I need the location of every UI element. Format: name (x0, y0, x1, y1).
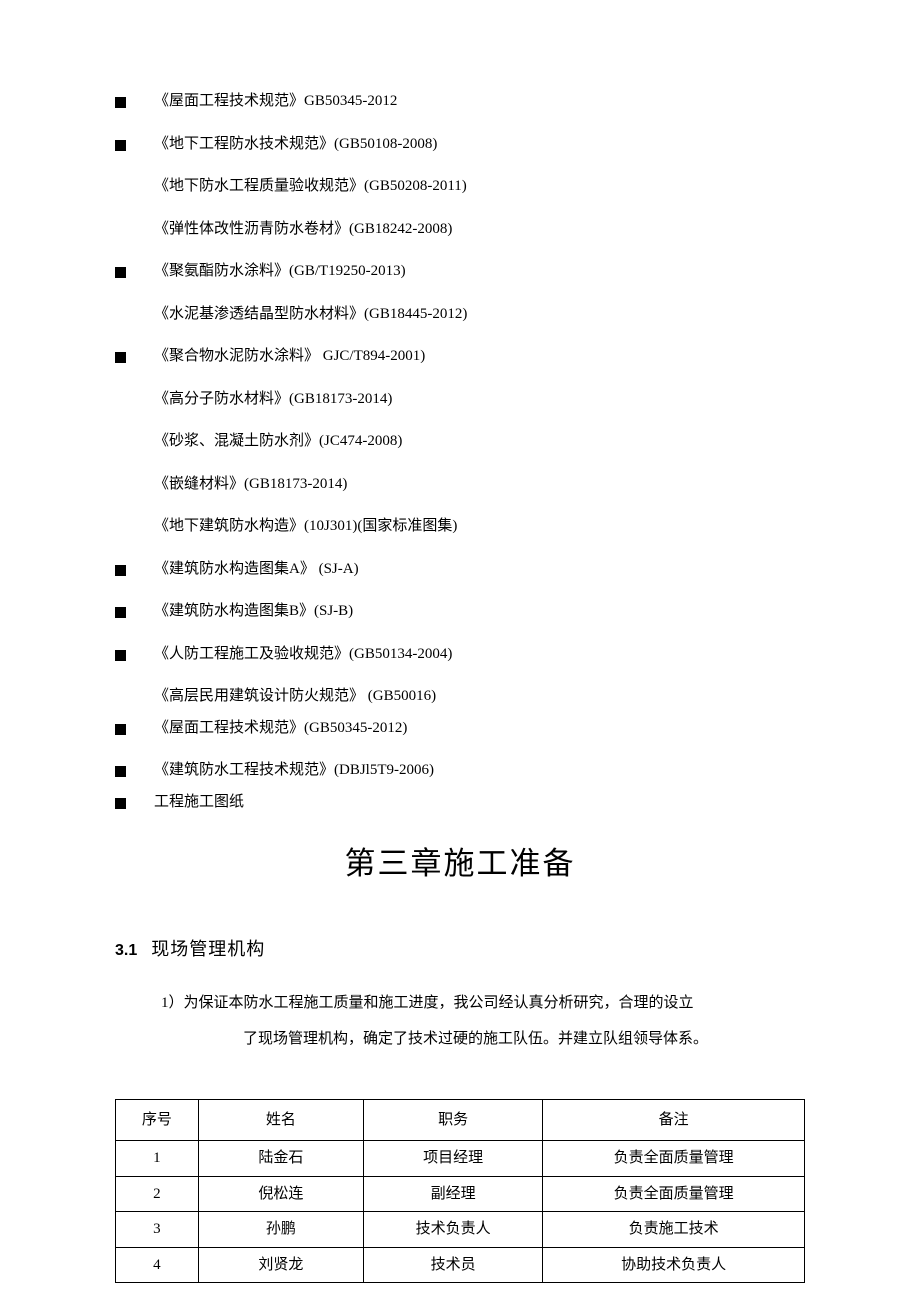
list-item: 《聚合物水泥防水涂料》 GJC/T894-2001) (115, 345, 805, 368)
square-bullet-icon (115, 650, 126, 661)
table-cell: 协助技术负责人 (543, 1247, 805, 1283)
table-cell: 倪松连 (198, 1176, 363, 1212)
list-item: 《人防工程施工及验收规范》(GB50134-2004) (115, 643, 805, 666)
list-item-text: 《聚合物水泥防水涂料》 GJC/T894-2001) (154, 345, 805, 368)
list-item: 《地下工程防水技术规范》(GB50108-2008) (115, 133, 805, 156)
list-item-text: 《弹性体改性沥青防水卷材》(GB18242-2008) (154, 218, 805, 241)
list-item: 《屋面工程技术规范》(GB50345-2012) (115, 717, 805, 740)
table-cell: 技术负责人 (364, 1212, 543, 1248)
table-header-row: 序号 姓名 职务 备注 (116, 1099, 805, 1141)
list-item-text: 《建筑防水工程技术规范》(DBJl5T9-2006) (154, 759, 805, 782)
square-bullet-icon (115, 140, 126, 151)
table-header: 序号 (116, 1099, 199, 1141)
list-item: 《建筑防水构造图集B》(SJ-B) (115, 600, 805, 623)
standards-list: 《屋面工程技术规范》GB50345-2012 《地下工程防水技术规范》(GB501… (115, 90, 805, 813)
table-row: 3孙鹏技术负责人负责施工技术 (116, 1212, 805, 1248)
section-heading: 3.1 现场管理机构 (115, 936, 805, 963)
table-header: 备注 (543, 1099, 805, 1141)
list-item-text: 《屋面工程技术规范》GB50345-2012 (154, 90, 805, 113)
list-item: 《弹性体改性沥青防水卷材》(GB18242-2008) (115, 218, 805, 241)
list-item-text: 《聚氨酯防水涂料》(GB/T19250-2013) (154, 260, 805, 283)
square-bullet-icon (115, 607, 126, 618)
table-cell: 2 (116, 1176, 199, 1212)
paragraph-line-1: 1）为保证本防水工程施工质量和施工进度，我公司经认真分析研究，合理的设立 (161, 985, 805, 1021)
table-cell: 项目经理 (364, 1141, 543, 1177)
list-item-text: 《高分子防水材料》(GB18173-2014) (154, 388, 805, 411)
table-cell: 3 (116, 1212, 199, 1248)
list-item: 《建筑防水工程技术规范》(DBJl5T9-2006) (115, 759, 805, 782)
list-item-text: 《人防工程施工及验收规范》(GB50134-2004) (154, 643, 805, 666)
list-item-text: 《高层民用建筑设计防火规范》 (GB50016) (154, 685, 805, 708)
square-bullet-icon (115, 97, 126, 108)
table-cell: 负责全面质量管理 (543, 1176, 805, 1212)
list-item: 《地下建筑防水构造》(10J301)(国家标准图集) (115, 515, 805, 538)
section-paragraph: 1）为保证本防水工程施工质量和施工进度，我公司经认真分析研究，合理的设立 了现场… (161, 985, 805, 1057)
section-number: 3.1 (115, 939, 137, 963)
personnel-table: 序号 姓名 职务 备注 1陆金石项目经理负责全面质量管理2倪松连副经理负责全面质… (115, 1099, 805, 1284)
square-bullet-icon (115, 352, 126, 363)
list-item: 《高层民用建筑设计防火规范》 (GB50016) (115, 685, 805, 708)
square-bullet-icon (115, 565, 126, 576)
list-item-text: 《水泥基渗透结晶型防水材料》(GB18445-2012) (154, 303, 805, 326)
section-title: 现场管理机构 (151, 936, 265, 963)
table-row: 2倪松连副经理负责全面质量管理 (116, 1176, 805, 1212)
table-cell: 刘贤龙 (198, 1247, 363, 1283)
square-bullet-icon (115, 798, 126, 809)
chapter-title: 第三章施工准备 (115, 841, 805, 888)
list-item: 《嵌缝材料》(GB18173-2014) (115, 473, 805, 496)
list-item: 《砂浆、混凝土防水剂》(JC474-2008) (115, 430, 805, 453)
list-item-text: 《建筑防水构造图集B》(SJ-B) (154, 600, 805, 623)
list-item: 《高分子防水材料》(GB18173-2014) (115, 388, 805, 411)
table-row: 1陆金石项目经理负责全面质量管理 (116, 1141, 805, 1177)
table-cell: 技术员 (364, 1247, 543, 1283)
table-cell: 1 (116, 1141, 199, 1177)
list-item-text: 《地下工程防水技术规范》(GB50108-2008) (154, 133, 805, 156)
table-cell: 陆金石 (198, 1141, 363, 1177)
list-item: 《聚氨酯防水涂料》(GB/T19250-2013) (115, 260, 805, 283)
list-item: 《水泥基渗透结晶型防水材料》(GB18445-2012) (115, 303, 805, 326)
table-header: 职务 (364, 1099, 543, 1141)
list-item-text: 工程施工图纸 (154, 791, 805, 814)
list-item-text: 《建筑防水构造图集A》 (SJ-A) (154, 558, 805, 581)
paragraph-line-2: 了现场管理机构，确定了技术过硬的施工队伍。并建立队组领导体系。 (161, 1021, 805, 1057)
list-item: 《建筑防水构造图集A》 (SJ-A) (115, 558, 805, 581)
list-item: 《地下防水工程质量验收规范》(GB50208-2011) (115, 175, 805, 198)
list-item-text: 《砂浆、混凝土防水剂》(JC474-2008) (154, 430, 805, 453)
table-cell: 副经理 (364, 1176, 543, 1212)
list-item: 工程施工图纸 (115, 791, 805, 814)
list-item-text: 《嵌缝材料》(GB18173-2014) (154, 473, 805, 496)
table-header: 姓名 (198, 1099, 363, 1141)
table-cell: 4 (116, 1247, 199, 1283)
table-cell: 负责全面质量管理 (543, 1141, 805, 1177)
square-bullet-icon (115, 766, 126, 777)
list-item: 《屋面工程技术规范》GB50345-2012 (115, 90, 805, 113)
table-cell: 负责施工技术 (543, 1212, 805, 1248)
table-row: 4刘贤龙技术员协助技术负责人 (116, 1247, 805, 1283)
list-item-text: 《地下防水工程质量验收规范》(GB50208-2011) (154, 175, 805, 198)
square-bullet-icon (115, 724, 126, 735)
list-item-text: 《地下建筑防水构造》(10J301)(国家标准图集) (154, 515, 805, 538)
square-bullet-icon (115, 267, 126, 278)
list-item-text: 《屋面工程技术规范》(GB50345-2012) (154, 717, 805, 740)
table-cell: 孙鹏 (198, 1212, 363, 1248)
